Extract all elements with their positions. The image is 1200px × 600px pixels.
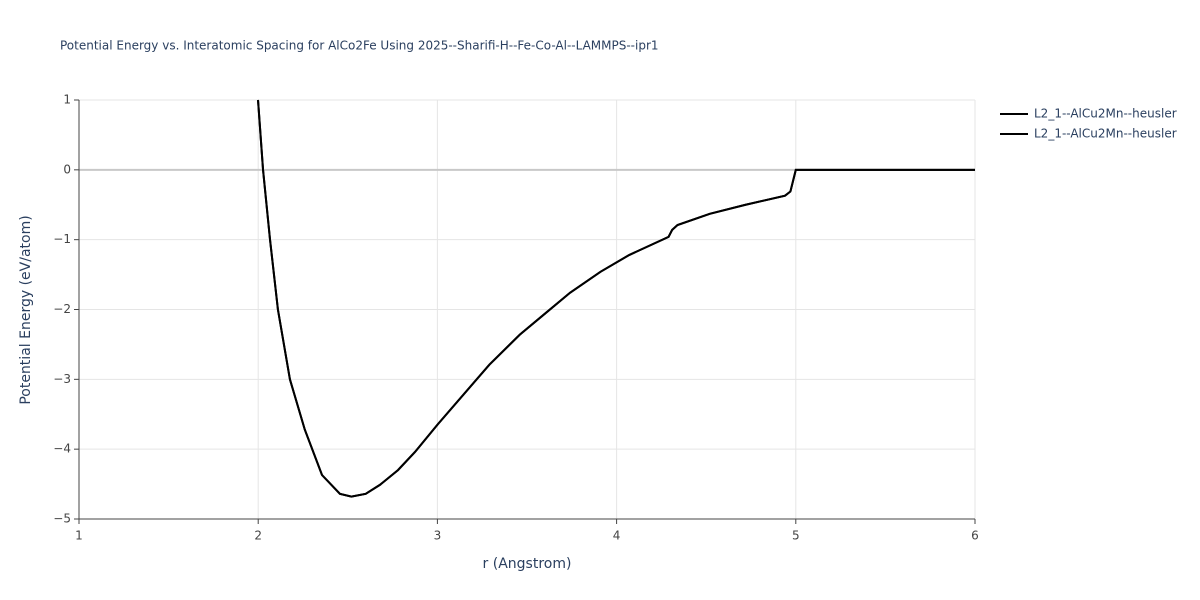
x-tick-label: 4 [613, 529, 621, 543]
y-tick-label: −3 [53, 372, 71, 386]
x-tick-label: 1 [75, 529, 83, 543]
x-tick-label: 5 [792, 529, 800, 543]
x-tick-label: 2 [254, 529, 262, 543]
y-tick-label: 1 [63, 93, 71, 107]
y-axis-title: Potential Energy (eV/atom) [18, 215, 34, 404]
line-series [257, 99, 975, 498]
y-tick-label: −4 [53, 442, 71, 456]
x-tick-label: 3 [434, 529, 442, 543]
x-tick-label: 6 [971, 529, 979, 543]
chart-title: Potential Energy vs. Interatomic Spacing… [60, 39, 659, 53]
y-tick-label: −1 [53, 232, 71, 246]
legend-label: L2_1--AlCu2Mn--heusler [1034, 107, 1177, 121]
y-tick-label: −2 [53, 302, 71, 316]
y-tick-label: −5 [53, 512, 71, 526]
y-tick-label: 0 [63, 162, 71, 176]
legend-label: L2_1--AlCu2Mn--heusler [1034, 127, 1177, 141]
x-axis-title: r (Angstrom) [483, 556, 572, 572]
